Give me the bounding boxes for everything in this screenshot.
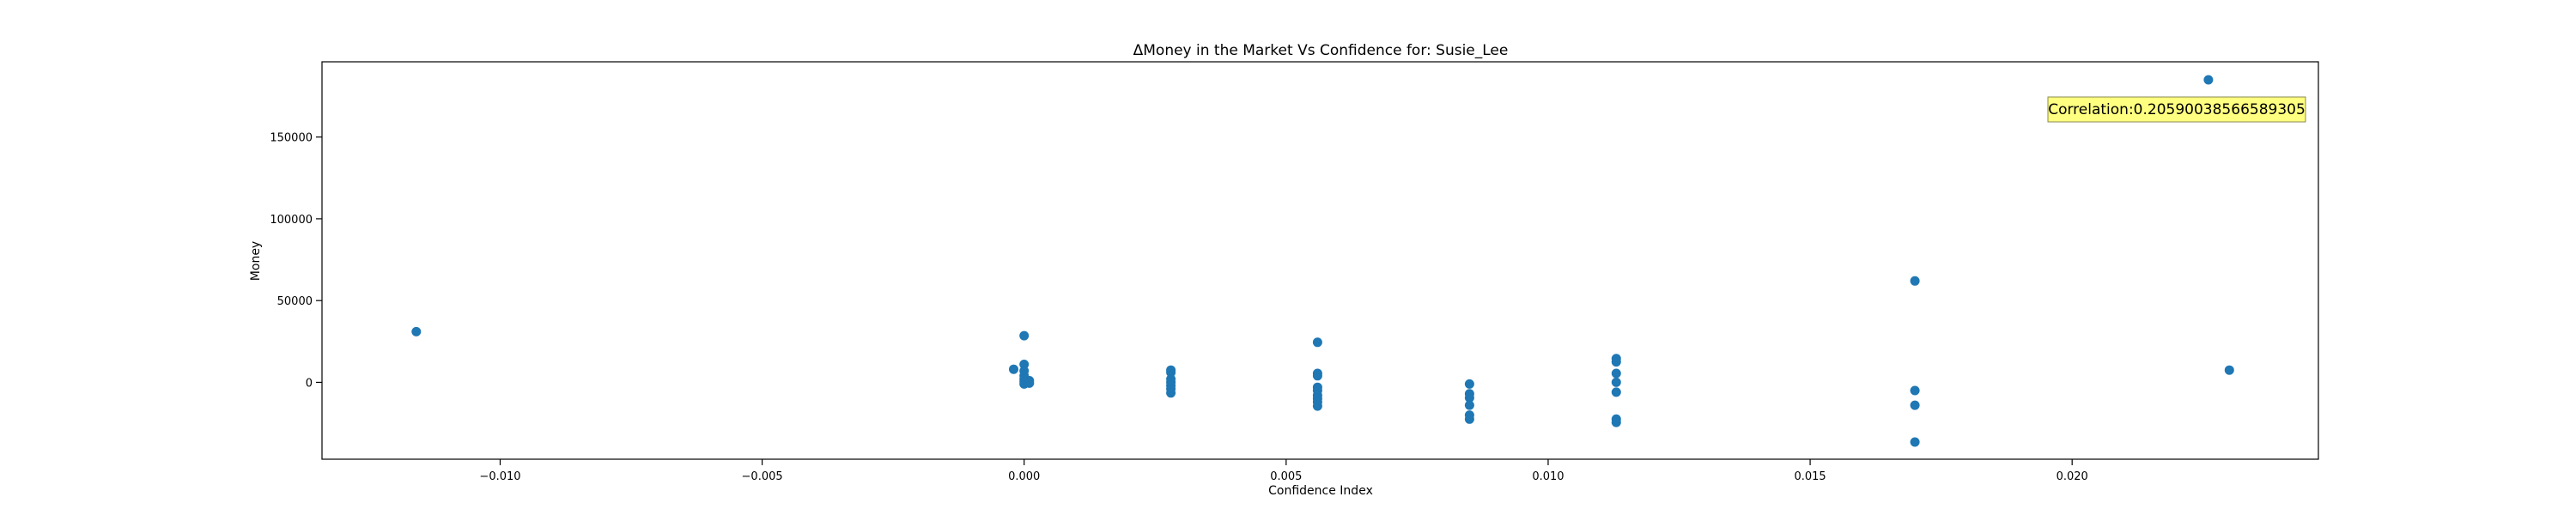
- x-tick-label: −0.010: [479, 470, 520, 483]
- data-point: [1166, 367, 1176, 378]
- data-point: [1611, 377, 1621, 387]
- data-point: [1464, 414, 1474, 424]
- data-point: [1464, 379, 1474, 389]
- y-tick-label: 150000: [270, 132, 313, 145]
- data-point: [1024, 378, 1035, 388]
- data-point: [1019, 330, 1030, 341]
- data-point: [1910, 400, 1920, 410]
- data-point: [2224, 365, 2234, 375]
- x-tick-label: −0.005: [742, 470, 783, 483]
- y-tick-label: 0: [306, 377, 313, 390]
- plot-frame: [321, 61, 2319, 460]
- data-point: [1312, 337, 1322, 348]
- x-tick-label: 0.020: [2057, 470, 2088, 483]
- correlation-annotation-text: Correlation:0.20590038566589305: [2048, 101, 2306, 118]
- data-point: [1464, 393, 1474, 403]
- data-point: [1019, 360, 1030, 369]
- correlation-annotation-box: [2047, 96, 2306, 123]
- data-point: [1910, 437, 1920, 447]
- y-axis-label: Money: [249, 241, 263, 281]
- data-point: [2203, 75, 2214, 85]
- y-tick-label: 100000: [270, 214, 313, 227]
- data-point: [411, 326, 422, 336]
- data-point: [1611, 357, 1621, 367]
- data-point: [1910, 385, 1920, 396]
- x-axis-label: Confidence Index: [1268, 484, 1373, 498]
- x-axis: −0.010 −0.005 0.000 0.005 0.010 0.015 0.020: [479, 459, 2088, 483]
- y-tick-label: 50000: [277, 295, 313, 308]
- data-point: [1910, 276, 1920, 286]
- data-point: [1009, 364, 1018, 374]
- data-point: [1312, 371, 1322, 381]
- correlation-annotation: Correlation:0.20590038566589305: [2047, 96, 2306, 123]
- data-point: [1611, 368, 1621, 379]
- data-point: [1611, 387, 1621, 397]
- y-axis: 0 50000 100000 150000: [270, 132, 322, 390]
- x-tick-label: 0.015: [1794, 470, 1826, 483]
- x-tick-label: 0.010: [1532, 470, 1564, 483]
- data-points: [411, 75, 2234, 447]
- data-point: [1611, 417, 1621, 427]
- x-tick-label: 0.005: [1270, 470, 1302, 483]
- data-point: [1464, 400, 1474, 410]
- x-tick-label: 0.000: [1008, 470, 1040, 483]
- chart-title: ΔMoney in the Market Vs Confidence for: …: [1133, 42, 1509, 59]
- data-point: [1312, 401, 1322, 411]
- data-point: [1166, 388, 1176, 398]
